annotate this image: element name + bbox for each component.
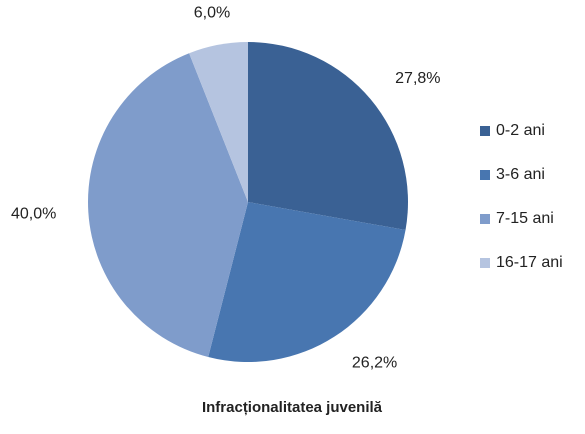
- data-label: 40,0%: [11, 205, 56, 222]
- legend-swatch: [480, 258, 490, 268]
- legend-swatch: [480, 126, 490, 136]
- legend-label: 0-2 ani: [496, 122, 545, 139]
- data-label: 6,0%: [194, 5, 230, 22]
- pie-slice: [189, 42, 248, 202]
- data-label: 26,2%: [352, 355, 397, 372]
- legend-swatch: [480, 214, 490, 224]
- chart-title: Infracționalitatea juvenilă: [202, 399, 383, 416]
- data-label: 27,8%: [395, 70, 440, 87]
- pie-slice: [248, 42, 409, 231]
- legend-label: 3-6 ani: [496, 166, 545, 183]
- pie-slice: [208, 202, 406, 363]
- legend-swatch: [480, 170, 490, 180]
- legend-label: 16-17 ani: [496, 254, 563, 271]
- pie-slice: [88, 53, 249, 357]
- legend-label: 7-15 ani: [496, 210, 554, 227]
